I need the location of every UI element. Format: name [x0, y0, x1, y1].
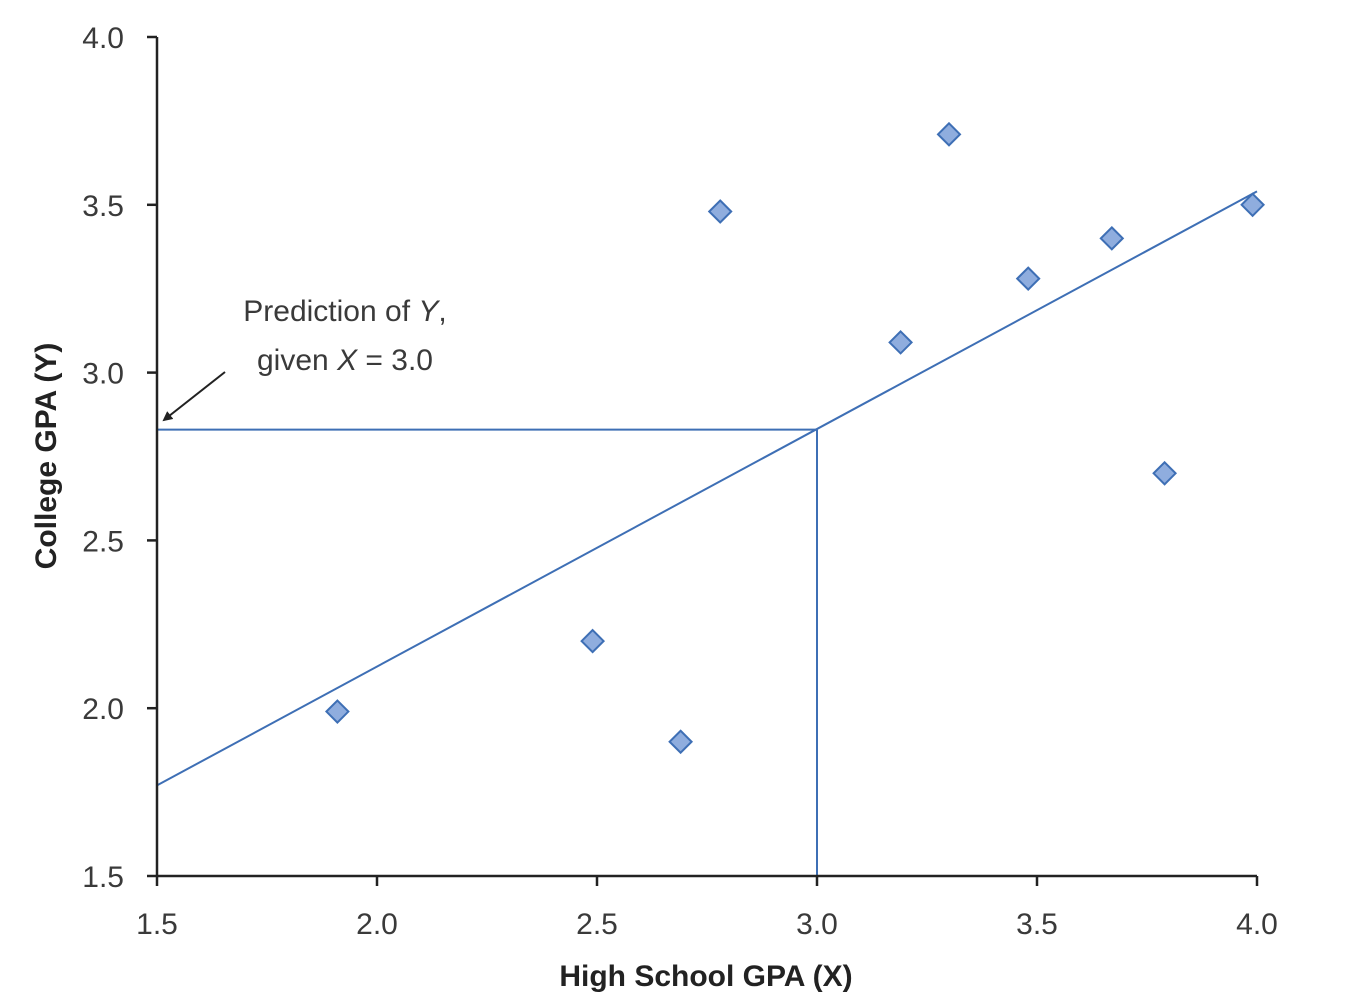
x-axis-title: High School GPA (X)	[559, 960, 852, 993]
y-tick-label: 2.0	[82, 693, 124, 726]
annotation-line-2-end: = 3.0	[357, 344, 433, 377]
axes-layer	[147, 35, 1259, 886]
y-tick-label: 1.5	[82, 861, 124, 894]
annotation-line-2-var: X	[336, 344, 358, 377]
data-point-diamond	[888, 329, 914, 355]
data-point-diamond	[1099, 225, 1125, 251]
regression-line	[156, 190, 1258, 787]
y-tick-label: 3.0	[82, 358, 124, 391]
data-point-diamond	[580, 628, 606, 654]
annotation-line-1-end: ,	[438, 295, 446, 328]
annotation-line-1-var: Y	[418, 295, 440, 328]
y-tick-label: 4.0	[82, 22, 124, 55]
x-tick-label: 2.5	[576, 908, 618, 941]
y-tick-label: 2.5	[82, 525, 124, 558]
annotation-line-2-text: given	[257, 344, 337, 377]
x-tick-label: 1.5	[136, 908, 178, 941]
labels-layer: 1.5 2.0 2.5 3.0 3.5 4.0 1.5 2.0 2.5 3.0 3.5 4.0	[82, 22, 1278, 941]
y-tick-label: 3.5	[82, 190, 124, 223]
x-tick-label: 3.5	[1016, 908, 1058, 941]
annotation-line-2: given X = 3.0	[257, 344, 433, 377]
annotation-arrow	[162, 371, 226, 422]
data-point-diamond	[1152, 460, 1178, 486]
data-point-diamond	[936, 121, 962, 147]
data-point-diamond	[324, 699, 350, 724]
guides-layer	[157, 428, 818, 876]
x-tick-label: 3.0	[796, 908, 838, 941]
y-axis-title: College GPA (Y)	[30, 343, 63, 570]
data-point-diamond	[668, 729, 694, 755]
data-point-diamond	[1015, 266, 1041, 292]
regression-layer	[156, 190, 1258, 787]
data-point-diamond	[1240, 192, 1266, 218]
data-point-diamond	[707, 199, 733, 224]
annotation-line-1-text: Prediction of	[243, 295, 418, 328]
annotation-line-1: Prediction of Y,	[243, 295, 446, 328]
points-layer	[324, 121, 1266, 755]
x-tick-label: 4.0	[1236, 908, 1278, 941]
prediction-annotation: Prediction of Y, given X = 3.0	[162, 295, 447, 422]
x-tick-label: 2.0	[356, 908, 398, 941]
